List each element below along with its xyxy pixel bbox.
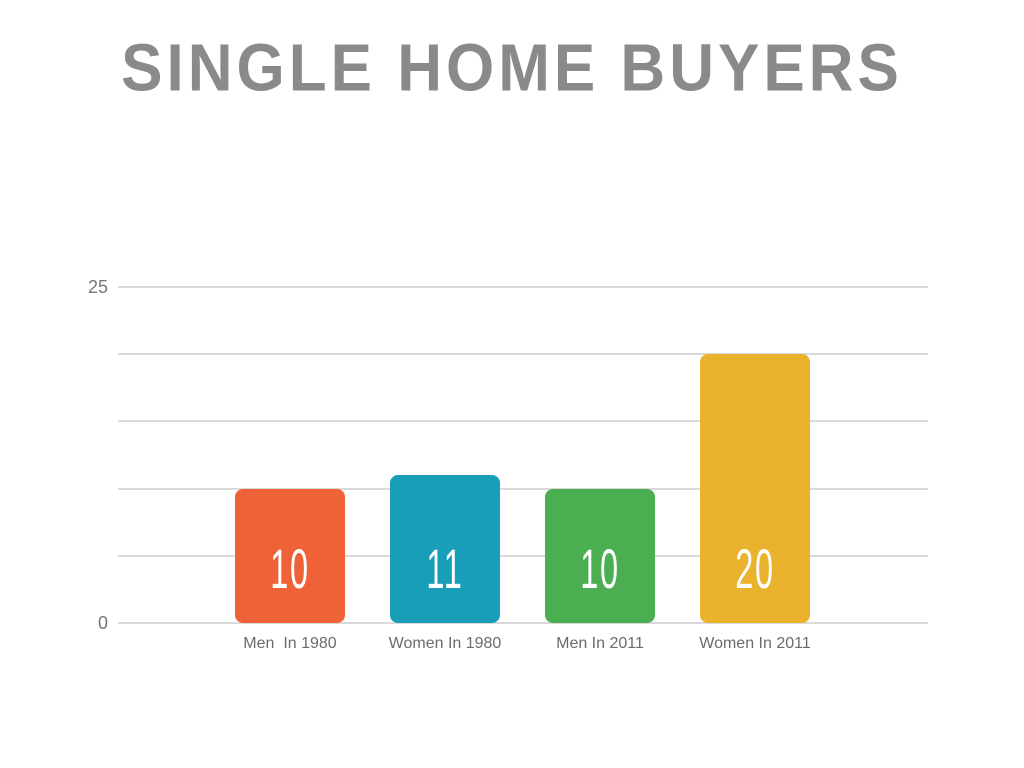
bar-chart-plot-area: 10 11 10 20 Men In 1980 Women In 1980 Men In … — [118, 286, 928, 652]
y-tick-label-25: 25 — [87, 277, 108, 297]
bar-value-label: 10 — [270, 537, 310, 600]
y-tick-label-0: 0 — [97, 613, 108, 633]
bar-value-label: 20 — [735, 537, 775, 600]
x-category-label-men-in-2011: Men In 2011 — [556, 635, 644, 652]
bar-women-in-2011: 20 — [700, 354, 810, 623]
gridline-20 — [118, 353, 928, 356]
gridline-25 — [118, 286, 928, 288]
x-category-label-women-in-1980: Women In 1980 — [388, 635, 502, 652]
gridline-0 — [118, 622, 928, 624]
gridline-15 — [118, 420, 928, 423]
bar-value-label: 10 — [580, 537, 620, 600]
bar-value-label: 11 — [426, 537, 464, 600]
chart-title: SINGLE HOME BUYERS — [121, 31, 903, 106]
bar-men-in-1980: 10 — [235, 488, 345, 623]
x-category-label-women-in-2011: Women In 2011 — [699, 635, 811, 652]
x-category-label-men-in-1980: Men In 1980 — [243, 635, 337, 652]
bar-women-in-1980: 11 — [390, 475, 500, 623]
gridline-5 — [118, 554, 928, 557]
bar-men-in-2011: 10 — [545, 488, 655, 623]
gridline-10 — [118, 487, 928, 490]
